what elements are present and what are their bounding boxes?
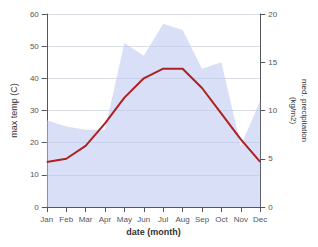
svg-text:20: 20	[30, 138, 39, 147]
svg-text:0: 0	[34, 203, 39, 212]
svg-text:40: 40	[30, 74, 39, 83]
svg-text:10: 10	[30, 170, 39, 179]
svg-text:30: 30	[30, 106, 39, 115]
svg-text:Apr: Apr	[99, 215, 112, 224]
svg-text:Oct: Oct	[215, 215, 228, 224]
svg-text:date (month): date (month)	[126, 227, 181, 237]
svg-text:Dec: Dec	[253, 215, 267, 224]
svg-text:60: 60	[30, 10, 39, 19]
svg-text:10: 10	[268, 106, 277, 115]
svg-text:Aug: Aug	[175, 215, 189, 224]
svg-text:May: May	[117, 215, 132, 224]
svg-text:Jul: Jul	[158, 215, 168, 224]
svg-text:Mar: Mar	[79, 215, 93, 224]
svg-text:Nov: Nov	[234, 215, 248, 224]
svg-text:Feb: Feb	[59, 215, 73, 224]
svg-text:50: 50	[30, 42, 39, 51]
svg-text:Jan: Jan	[40, 215, 53, 224]
svg-text:20: 20	[268, 10, 277, 19]
svg-text:15: 15	[268, 58, 277, 67]
svg-text:Jun: Jun	[137, 215, 150, 224]
svg-text:0: 0	[268, 203, 273, 212]
svg-text:(kg/m2): (kg/m2)	[289, 97, 298, 124]
svg-text:med. precipitation: med. precipitation	[300, 79, 309, 142]
svg-text:Sep: Sep	[195, 215, 210, 224]
svg-text:max temp (C): max temp (C)	[9, 83, 19, 138]
svg-text:5: 5	[268, 154, 273, 163]
